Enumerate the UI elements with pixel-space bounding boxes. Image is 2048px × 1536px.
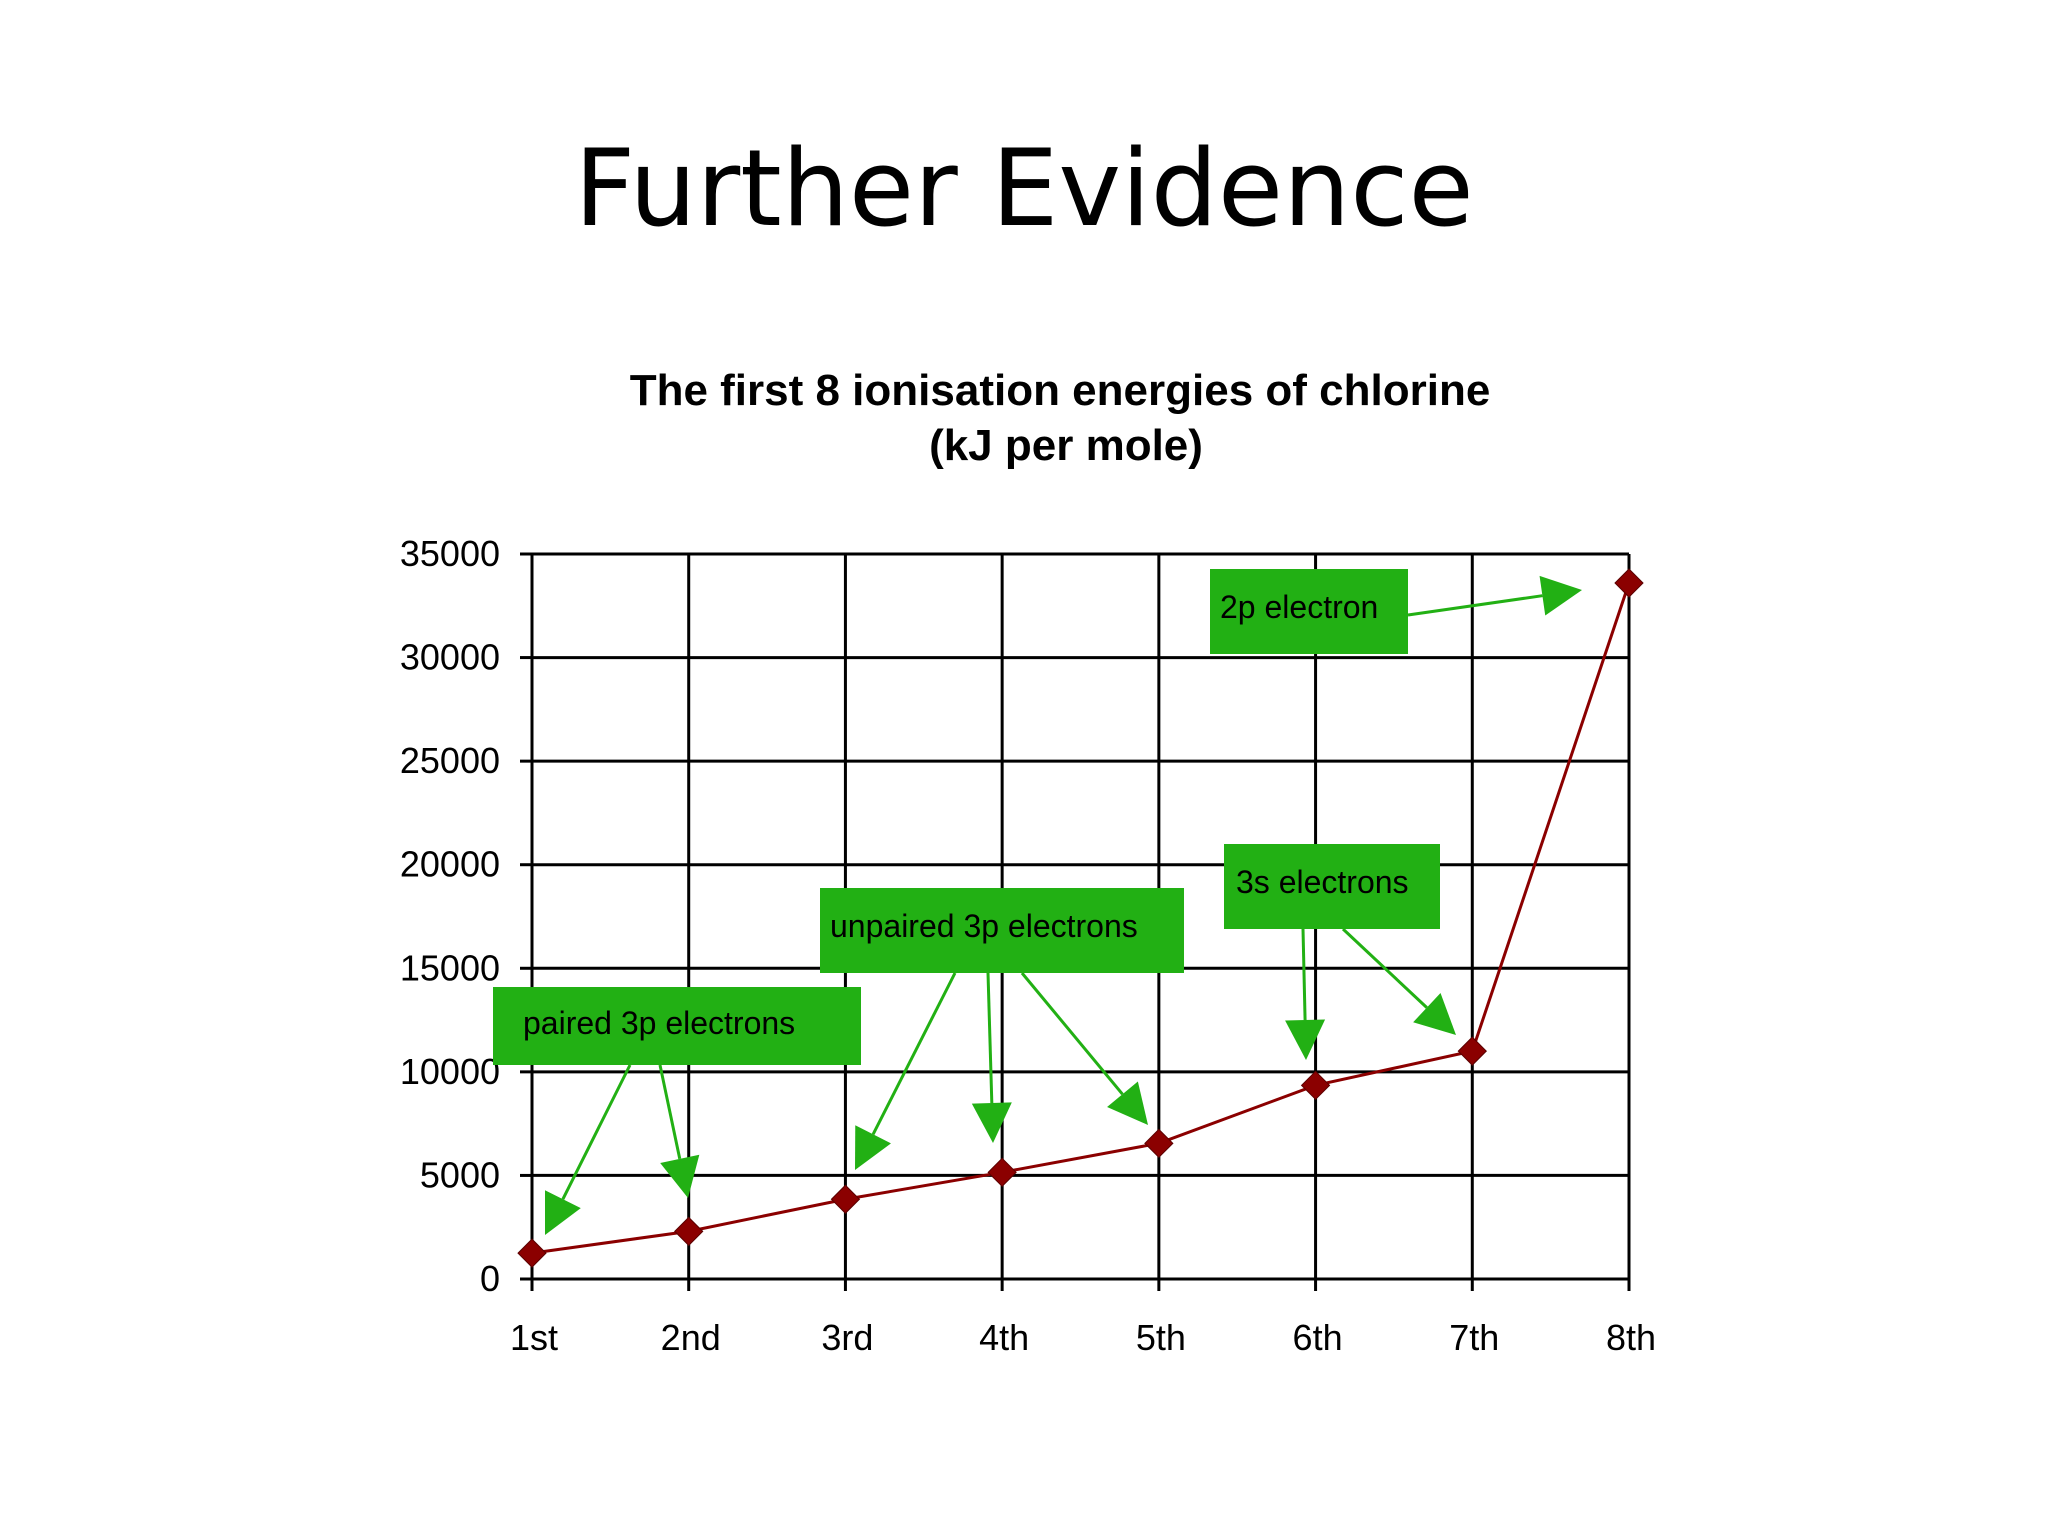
annotation-arrow-line — [1407, 594, 1543, 617]
annotation-label: 3s electrons — [1236, 864, 1409, 900]
annotation-box — [493, 987, 861, 1065]
annotation-arrow-head — [1413, 993, 1456, 1035]
annotation-arrow-line — [1341, 927, 1428, 1009]
slide-title: Further Evidence — [574, 127, 1474, 250]
annotation-arrow-line — [561, 1064, 632, 1200]
annotation-arrow-head — [1107, 1081, 1148, 1125]
annotation-arrow-line — [871, 972, 957, 1136]
annotations: paired 3p electrons unpaired 3p electrons… — [493, 569, 1582, 1235]
x-tick-label: 4th — [979, 1317, 1029, 1358]
chart-subtitle: (kJ per mole) — [929, 421, 1203, 470]
y-tick-label: 15000 — [400, 947, 500, 988]
annotation-arrow-head — [1285, 1019, 1326, 1060]
axes: 0 5000 10000 15000 20000 25000 30000 35000 1st 2n… — [400, 533, 1656, 1358]
y-tick-label: 35000 — [400, 533, 500, 574]
data-point-5th — [1144, 1128, 1174, 1159]
data-point-4th — [987, 1157, 1017, 1188]
y-tick-label: 20000 — [400, 844, 500, 885]
x-tick-label: 7th — [1449, 1317, 1499, 1358]
annotation-arrow-head — [1539, 575, 1582, 616]
annotation-2: 3s electrons — [1224, 844, 1456, 1060]
x-tick-label: 5th — [1136, 1317, 1186, 1358]
y-tick-label: 5000 — [420, 1154, 500, 1195]
annotation-arrow-line — [658, 1064, 682, 1160]
data-point-2nd — [674, 1216, 704, 1247]
annotation-1: unpaired 3p electrons — [820, 888, 1184, 1170]
annotation-arrow-line — [986, 972, 994, 1104]
annotation-label: unpaired 3p electrons — [830, 908, 1138, 944]
data-markers — [517, 568, 1644, 1268]
x-tick-label: 2nd — [661, 1317, 721, 1358]
annotation-3: 2p electron — [1210, 569, 1582, 654]
y-tick-label: 30000 — [400, 637, 500, 678]
data-point-1st — [517, 1238, 547, 1268]
x-tick-label: 8th — [1606, 1317, 1656, 1358]
annotation-label: 2p electron — [1220, 589, 1378, 625]
annotation-arrow-line — [1020, 972, 1124, 1096]
data-point-3rd — [830, 1184, 861, 1214]
annotation-box — [1224, 844, 1440, 929]
annotation-label: paired 3p electrons — [523, 1005, 795, 1041]
x-tick-label: 3rd — [821, 1317, 873, 1358]
data-point-6th — [1300, 1070, 1331, 1101]
y-tick-label: 25000 — [400, 740, 500, 781]
annotation-arrow-head — [545, 1190, 581, 1235]
y-tick-label: 0 — [480, 1258, 500, 1299]
annotation-arrow-head — [971, 1102, 1012, 1143]
annotation-arrow-head — [855, 1125, 891, 1170]
y-tick-label: 10000 — [400, 1051, 500, 1092]
chart-title: The first 8 ionisation energies of chlor… — [630, 366, 1491, 415]
annotation-arrow-head — [660, 1154, 700, 1198]
data-point-7th — [1457, 1036, 1487, 1066]
annotation-box — [820, 888, 1184, 973]
annotation-arrow-line — [1301, 928, 1307, 1021]
series-line-path — [531, 582, 1631, 1255]
x-tick-label: 6th — [1293, 1317, 1343, 1358]
annotation-0: paired 3p electrons — [493, 987, 861, 1235]
x-tick-label: 1st — [510, 1317, 558, 1358]
data-point-8th — [1614, 568, 1644, 598]
series-line — [531, 582, 1631, 1255]
annotation-box — [1210, 569, 1408, 654]
